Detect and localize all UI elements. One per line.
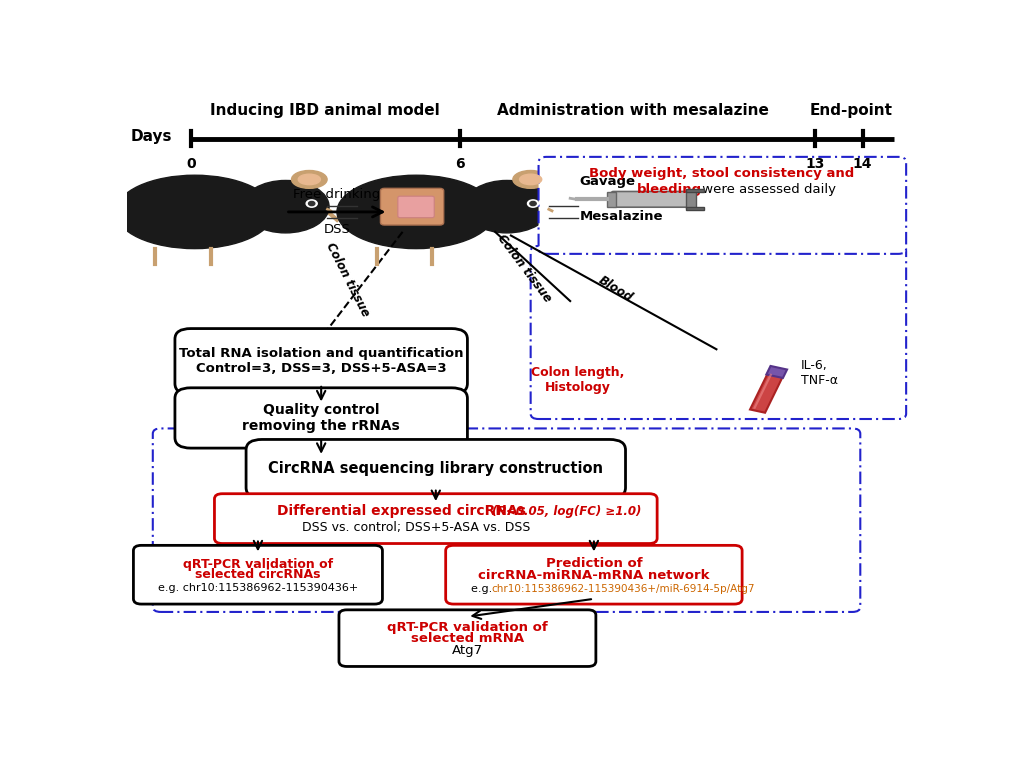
Text: Days: Days	[130, 128, 172, 144]
Text: selected mRNA: selected mRNA	[411, 632, 524, 645]
Ellipse shape	[115, 175, 273, 249]
Bar	[686, 207, 703, 210]
Ellipse shape	[291, 171, 327, 189]
Circle shape	[308, 201, 315, 206]
Text: chr10:115386962-115390436+/miR-6914-5p/Atg7: chr10:115386962-115390436+/miR-6914-5p/A…	[491, 584, 754, 594]
FancyBboxPatch shape	[246, 439, 625, 498]
Text: Colon length,
Histology: Colon length, Histology	[531, 366, 625, 394]
FancyBboxPatch shape	[214, 494, 656, 543]
Text: qRT-PCR validation of: qRT-PCR validation of	[182, 557, 332, 571]
Ellipse shape	[513, 171, 548, 189]
Ellipse shape	[298, 174, 320, 185]
Circle shape	[527, 200, 538, 207]
Ellipse shape	[242, 180, 329, 233]
Text: e.g. chr10:115386962-115390436+: e.g. chr10:115386962-115390436+	[158, 583, 358, 594]
Text: Prediction of: Prediction of	[545, 557, 642, 570]
Text: e.g.: e.g.	[471, 584, 495, 594]
Text: 14: 14	[852, 157, 871, 171]
Text: Inducing IBD animal model: Inducing IBD animal model	[210, 103, 439, 117]
FancyBboxPatch shape	[445, 545, 742, 604]
Ellipse shape	[336, 175, 494, 249]
FancyBboxPatch shape	[153, 428, 859, 612]
FancyBboxPatch shape	[530, 246, 905, 419]
Text: Mesalazine: Mesalazine	[579, 211, 662, 223]
Text: 0: 0	[185, 157, 196, 171]
Text: Total RNA isolation and quantification
Control=3, DSS=3, DSS+5-ASA=3: Total RNA isolation and quantification C…	[178, 348, 463, 375]
Ellipse shape	[519, 174, 541, 185]
Text: Gavage: Gavage	[579, 175, 635, 189]
FancyBboxPatch shape	[538, 157, 905, 254]
Circle shape	[529, 201, 536, 206]
Text: (P<0.05, log(FC) ≥1.0): (P<0.05, log(FC) ≥1.0)	[491, 505, 640, 518]
Text: DSS: DSS	[323, 223, 351, 236]
Ellipse shape	[463, 180, 550, 233]
Text: Body weight, stool consistency and: Body weight, stool consistency and	[589, 167, 854, 180]
Text: Quality control
removing the rRNAs: Quality control removing the rRNAs	[243, 403, 399, 433]
Text: were assessed daily: were assessed daily	[698, 183, 836, 196]
Text: bleeding: bleeding	[637, 183, 702, 196]
FancyBboxPatch shape	[175, 329, 467, 394]
Text: CircRNA sequencing library construction: CircRNA sequencing library construction	[268, 461, 602, 476]
FancyBboxPatch shape	[610, 192, 688, 207]
FancyBboxPatch shape	[380, 189, 443, 225]
Text: selected circRNAs: selected circRNAs	[195, 568, 320, 581]
FancyBboxPatch shape	[175, 388, 467, 448]
Bar	[686, 189, 703, 192]
FancyBboxPatch shape	[397, 197, 434, 218]
Text: Blood: Blood	[596, 273, 635, 305]
Circle shape	[306, 200, 317, 207]
FancyBboxPatch shape	[133, 545, 382, 604]
Text: IL-6,
TNF-α: IL-6, TNF-α	[800, 359, 838, 387]
Text: Atg7: Atg7	[451, 644, 483, 657]
Text: 13: 13	[805, 157, 824, 171]
Text: 6: 6	[454, 157, 464, 171]
Text: End-point: End-point	[808, 103, 892, 117]
Text: Colon tissue: Colon tissue	[494, 232, 553, 305]
Bar	[686, 191, 695, 207]
Bar	[606, 192, 615, 207]
Polygon shape	[752, 373, 771, 409]
Polygon shape	[765, 366, 787, 378]
Text: circRNA-miRNA-mRNA network: circRNA-miRNA-mRNA network	[478, 568, 709, 582]
Polygon shape	[749, 372, 783, 413]
Text: Colon tissue: Colon tissue	[323, 241, 371, 319]
Text: qRT-PCR validation of: qRT-PCR validation of	[386, 621, 547, 634]
Text: DSS vs. control; DSS+5-ASA vs. DSS: DSS vs. control; DSS+5-ASA vs. DSS	[302, 521, 530, 533]
Text: Differential expressed circRNAs: Differential expressed circRNAs	[277, 504, 531, 518]
Text: Administration with mesalazine: Administration with mesalazine	[497, 103, 768, 117]
FancyBboxPatch shape	[338, 610, 595, 666]
Text: Free drinking: Free drinking	[293, 188, 380, 201]
